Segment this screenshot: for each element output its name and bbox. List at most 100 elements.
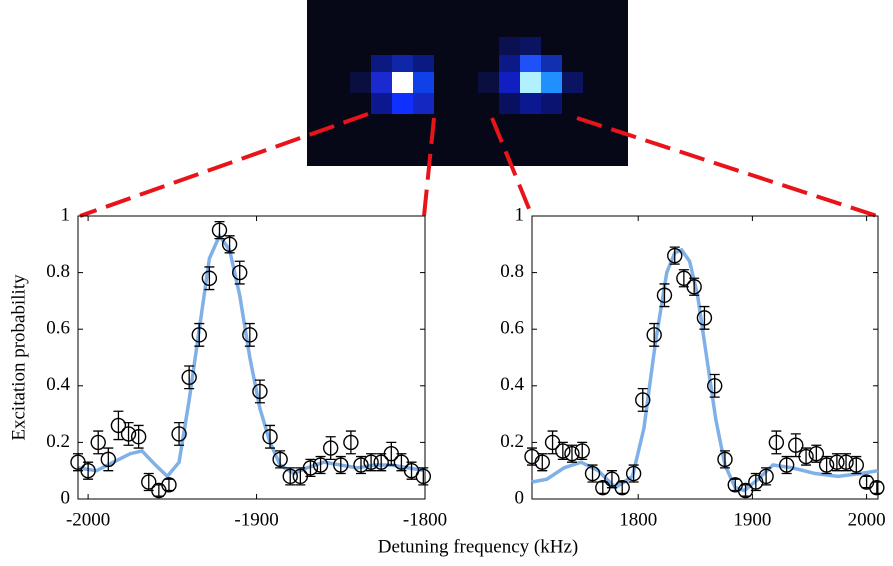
data-point <box>848 457 865 473</box>
error-bar <box>366 453 377 472</box>
fit-line <box>77 232 426 479</box>
data-point <box>717 451 733 468</box>
data-point <box>110 417 127 434</box>
error-bar <box>771 430 782 455</box>
x-tick-label: 1800 <box>619 509 657 530</box>
data-point <box>564 446 580 462</box>
data-point <box>272 451 288 468</box>
data-point <box>808 446 825 462</box>
data-point <box>818 457 835 473</box>
data-point <box>758 468 774 485</box>
error-bar <box>719 450 730 469</box>
data-point <box>130 429 147 445</box>
error-bar <box>83 461 94 480</box>
data-point <box>80 463 96 479</box>
error-bar <box>275 450 286 469</box>
y-tick-label: 0.6 <box>500 318 524 339</box>
y-tick-label: 1 <box>515 204 525 225</box>
x-tick-label: 1900 <box>733 509 771 530</box>
data-point <box>312 457 329 473</box>
data-point <box>614 479 630 496</box>
error-bar <box>781 455 792 475</box>
data-point <box>646 327 662 343</box>
data-point <box>343 434 359 451</box>
plot-frame <box>531 215 879 500</box>
data-point <box>768 434 785 451</box>
data-point <box>252 383 268 400</box>
data-point <box>696 310 713 326</box>
error-bar <box>406 461 417 480</box>
fit-line <box>531 247 879 493</box>
data-point <box>120 426 137 442</box>
y-tick-label: 0 <box>61 487 71 508</box>
error-bar <box>689 277 700 296</box>
data-point <box>242 327 258 343</box>
error-bar <box>418 467 429 486</box>
y-tick-label: 0.2 <box>500 431 524 452</box>
data-point <box>778 457 795 473</box>
data-point <box>534 454 550 470</box>
error-bar <box>628 464 639 483</box>
data-point <box>625 465 642 482</box>
data-point <box>302 460 319 476</box>
error-bar <box>761 467 772 486</box>
data-point <box>141 474 157 490</box>
y-tick-label: 0.8 <box>500 261 524 282</box>
data-point <box>635 392 651 408</box>
error-bar <box>214 221 225 240</box>
error-bar <box>335 455 346 475</box>
data-point <box>798 448 814 465</box>
data-point <box>282 468 298 485</box>
error-bar <box>305 458 316 478</box>
y-tick-label: 0.4 <box>46 374 70 395</box>
data-point <box>211 222 228 238</box>
error-bar <box>345 430 356 455</box>
data-point <box>555 443 571 459</box>
data-point <box>415 468 432 485</box>
data-point <box>191 327 207 343</box>
data-point <box>181 369 197 386</box>
data-point <box>161 477 177 493</box>
data-point <box>707 378 723 394</box>
y-tick-label: 0 <box>515 487 525 508</box>
y-tick-label: 0.6 <box>46 318 70 339</box>
y-tick-label: 1 <box>61 204 71 225</box>
data-point <box>333 457 349 473</box>
error-bar <box>325 436 336 461</box>
error-bar <box>224 235 235 254</box>
zoom-lines <box>79 112 878 218</box>
data-point <box>869 479 885 496</box>
data-point <box>201 270 218 286</box>
error-bar <box>113 410 124 441</box>
data-point <box>90 434 106 451</box>
error-bar <box>315 455 326 475</box>
data-point <box>322 440 339 456</box>
error-bar <box>93 430 104 455</box>
error-bar <box>285 467 296 486</box>
data-point <box>100 451 117 468</box>
error-bar <box>851 455 862 475</box>
data-point <box>829 454 845 470</box>
x-tick-label: -1900 <box>234 509 278 530</box>
y-tick-label: 0.8 <box>46 261 70 282</box>
error-bar <box>577 441 588 461</box>
error-bar <box>831 453 842 472</box>
data-point <box>656 287 673 303</box>
data-point <box>574 443 590 459</box>
y-tick-label: 0.4 <box>500 374 524 395</box>
data-point <box>838 454 854 470</box>
data-point <box>353 457 369 473</box>
data-point <box>262 429 278 445</box>
data-point <box>788 437 804 453</box>
data-point <box>667 247 683 264</box>
data-point <box>686 279 702 295</box>
error-bar <box>355 455 366 475</box>
data-point <box>584 465 601 482</box>
error-bar <box>557 441 568 461</box>
data-point <box>221 236 238 253</box>
error-bar <box>587 464 598 483</box>
error-bar <box>841 453 852 472</box>
data-point <box>363 454 379 470</box>
ion-image <box>307 0 628 166</box>
error-bar <box>566 444 577 463</box>
